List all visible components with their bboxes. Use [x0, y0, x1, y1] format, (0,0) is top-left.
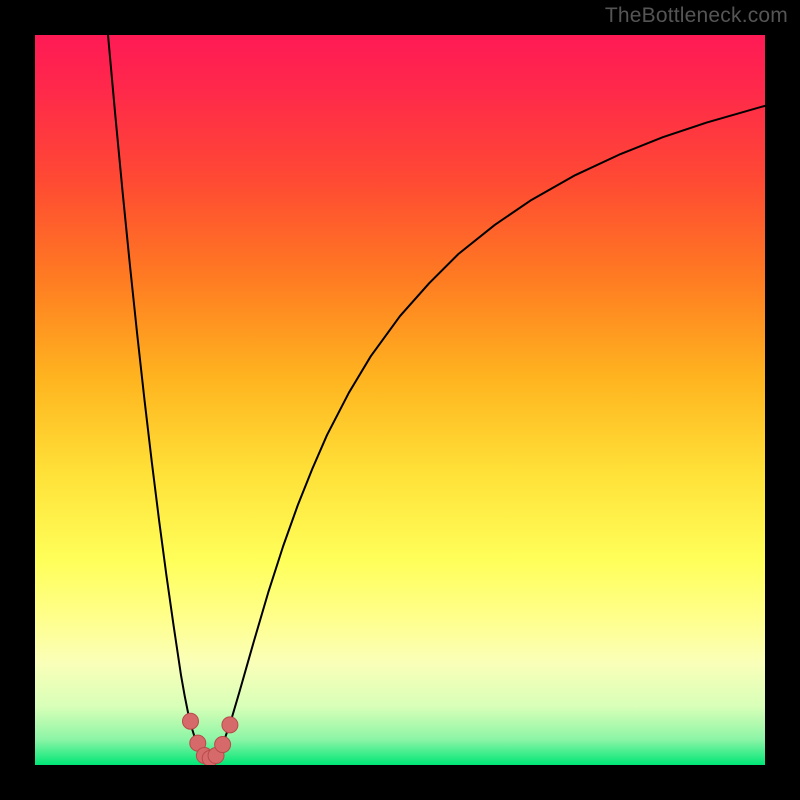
plot-svg	[35, 35, 765, 765]
optimal-marker	[222, 717, 238, 733]
plot-area	[35, 35, 765, 765]
watermark-text: TheBottleneck.com	[605, 4, 788, 28]
chart-container: TheBottleneck.com	[0, 0, 800, 800]
optimal-marker	[182, 713, 198, 729]
optimal-marker	[215, 737, 231, 753]
